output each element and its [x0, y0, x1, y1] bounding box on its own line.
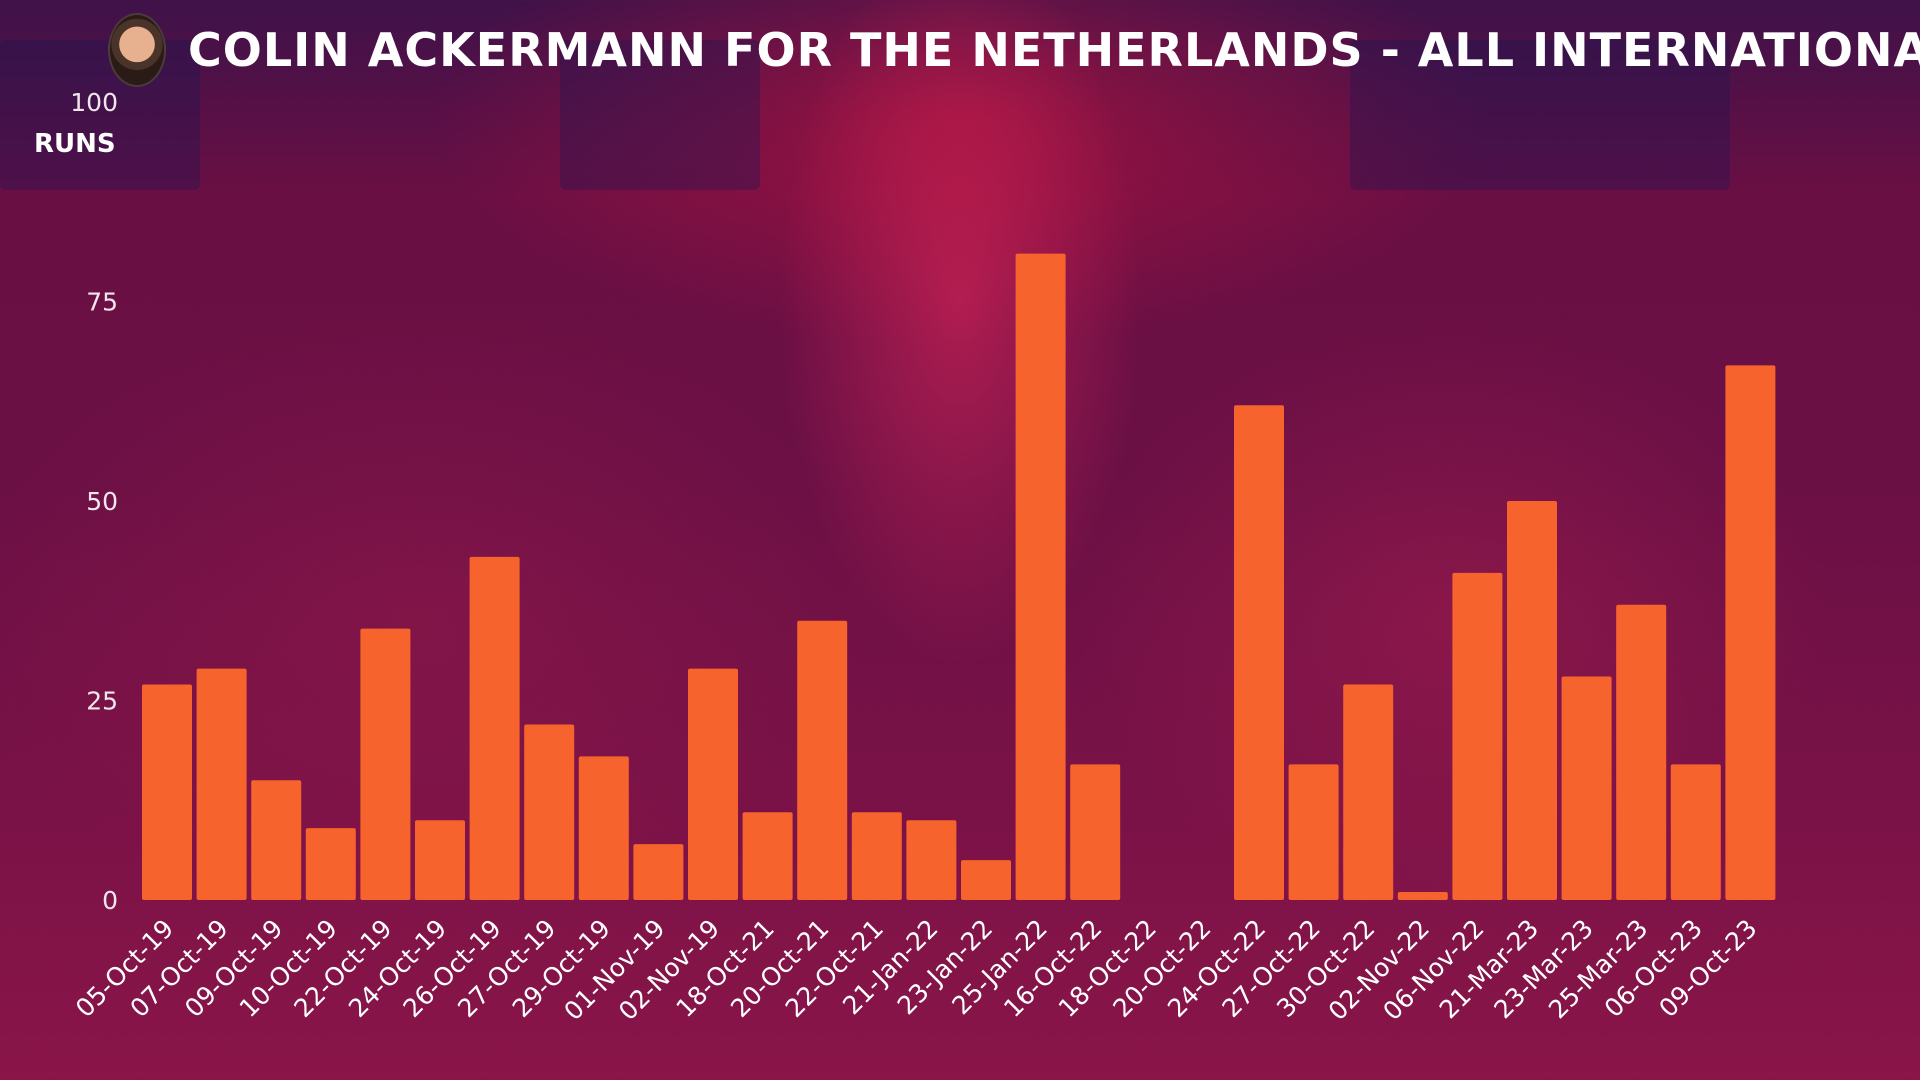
- y-tick-label: 100: [70, 88, 118, 117]
- bar: [688, 668, 738, 900]
- bar: [251, 780, 302, 900]
- bar: [1015, 253, 1066, 900]
- y-tick-label: 75: [86, 288, 118, 317]
- bar: [142, 684, 192, 900]
- y-axis-ticks: 0 25 50 75 100: [70, 88, 118, 915]
- bar: [633, 844, 684, 900]
- bar: [1234, 405, 1284, 900]
- bar: [1616, 604, 1667, 900]
- bar: [1725, 365, 1776, 901]
- bar: [415, 820, 465, 900]
- x-axis-labels: 05-Oct-1907-Oct-1909-Oct-1910-Oct-1922-O…: [70, 914, 1763, 1026]
- bar: [1288, 764, 1339, 900]
- bar: [1343, 684, 1394, 900]
- player-avatar: [108, 13, 166, 87]
- bar: [742, 812, 793, 900]
- bars: [142, 253, 1776, 901]
- y-tick-label: 50: [86, 487, 118, 516]
- y-tick-label: 0: [102, 886, 118, 915]
- bar: [797, 620, 848, 900]
- chart-header: COLIN ACKERMANN FOR THE NETHERLANDS - AL…: [108, 12, 1920, 88]
- bar: [524, 724, 575, 900]
- bar: [1561, 676, 1612, 900]
- bar: [961, 860, 1011, 900]
- bar: [1507, 501, 1557, 900]
- bar: [578, 756, 629, 900]
- background-banner-center-left: [560, 40, 760, 190]
- bar: [469, 556, 520, 900]
- bar: [360, 628, 411, 900]
- bar: [851, 812, 902, 900]
- chart-title: COLIN ACKERMANN FOR THE NETHERLANDS - AL…: [188, 23, 1920, 77]
- bar: [305, 828, 356, 900]
- background-banner-right: [1350, 40, 1730, 190]
- background-banner-left: [0, 40, 200, 190]
- bar: [1452, 572, 1503, 900]
- y-axis-label: RUNS: [34, 129, 116, 159]
- bar: [1670, 764, 1721, 900]
- bar: [906, 820, 957, 900]
- bar: [1397, 892, 1448, 900]
- bar: [196, 668, 247, 900]
- y-tick-label: 25: [86, 687, 118, 716]
- bar: [1070, 764, 1121, 900]
